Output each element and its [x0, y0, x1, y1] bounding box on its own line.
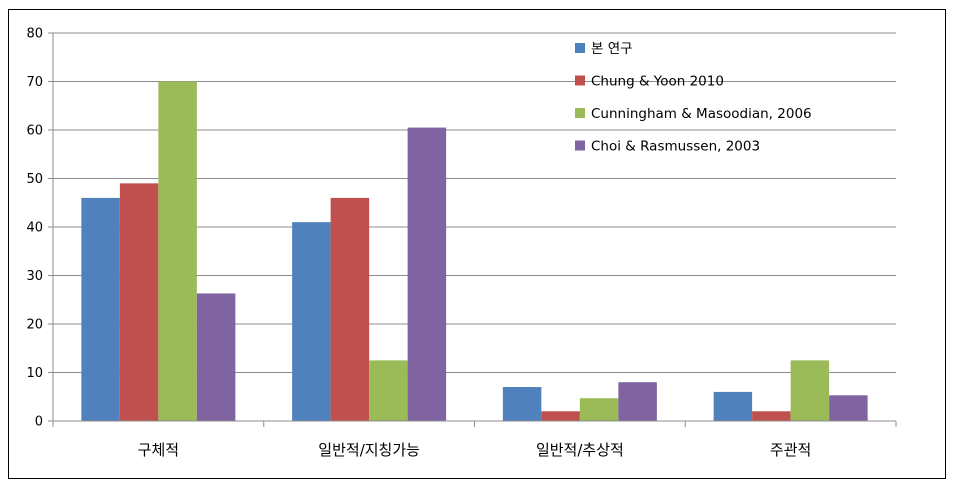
bar-2-3 — [541, 411, 580, 421]
category-label: 주관적 — [770, 441, 811, 459]
bars — [81, 81, 868, 421]
legend-label: Choi & Rasmussen, 2003 — [591, 139, 760, 155]
legend-swatch — [575, 43, 585, 53]
category-label: 일반적/지칭가능 — [318, 441, 420, 459]
category-label: 구체적 — [138, 441, 179, 459]
legend: 본 연구 Chung & Yoon 2010 Cunningham & Masood… — [575, 41, 812, 155]
bar-1-3 — [502, 387, 542, 421]
legend-swatch — [575, 140, 585, 151]
y-tick-label: 10 — [26, 366, 43, 381]
legend-label: Cunningham & Masoodian, 2006 — [591, 106, 812, 122]
y-tick-label: 60 — [26, 124, 43, 139]
category-labels: 구체적 일반적/지칭가능 일반적/추상적 주관적 — [138, 441, 812, 459]
legend-label: Chung & Yoon 2010 — [591, 74, 724, 90]
bar-2-1 — [119, 183, 159, 421]
category-label: 일반적/추상적 — [536, 441, 624, 459]
y-tick-label: 30 — [26, 269, 43, 284]
y-tick-label: 70 — [26, 75, 43, 90]
axes — [48, 32, 897, 427]
bar-4-4 — [829, 395, 868, 421]
bar-1-2 — [292, 222, 331, 421]
legend-swatch — [575, 75, 585, 86]
y-tick-label: 50 — [26, 172, 43, 187]
bar-2-2 — [330, 197, 370, 421]
bar-3-2 — [369, 360, 408, 421]
bar-4-2 — [407, 127, 447, 421]
bar-3-3 — [579, 398, 619, 421]
bar-4-1 — [196, 293, 236, 421]
y-tick-label: 40 — [26, 221, 43, 236]
y-tick-label: 20 — [26, 318, 43, 333]
bar-2-4 — [752, 411, 791, 421]
y-tick-label: 80 — [26, 27, 43, 42]
bar-3-1 — [158, 81, 197, 421]
bar-1-1 — [81, 197, 120, 421]
legend-swatch — [575, 108, 585, 118]
bar-3-4 — [790, 360, 830, 421]
legend-label: 본 연구 — [591, 41, 633, 57]
bar-1-4 — [713, 391, 753, 421]
y-tick-labels: 0 10 20 30 40 50 60 70 80 — [26, 27, 43, 430]
y-tick-label: 0 — [35, 415, 43, 430]
bar-4-3 — [618, 382, 657, 421]
